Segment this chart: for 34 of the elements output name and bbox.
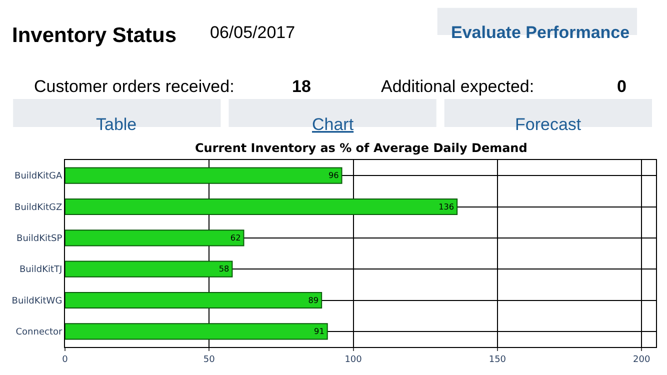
text: 0 (617, 77, 626, 96)
data-label: 136 (438, 201, 454, 212)
data-label: 96 (328, 170, 339, 180)
text: 18 (292, 77, 311, 96)
text: Additional expected: (381, 77, 534, 96)
x-tick-label: 0 (62, 354, 68, 365)
x-tick-label: 50 (203, 354, 216, 365)
data-label: 62 (230, 232, 241, 242)
text: Forecast (515, 115, 582, 134)
x-tick-label: 200 (632, 354, 650, 365)
bar (65, 260, 233, 278)
y-tick-label: BuildKitGA (14, 172, 64, 182)
chart-title: Current Inventory as % of Average Daily Demand (195, 141, 528, 155)
bar (65, 323, 328, 340)
y-tick-label: BuildKitWG (12, 296, 62, 306)
bar (65, 292, 322, 309)
text: 06/05/2017 (210, 23, 296, 42)
text: Evaluate Performance (451, 23, 630, 42)
bar (65, 167, 342, 184)
data-label: 89 (308, 294, 319, 305)
y-tick-label: BuildKitGZ (14, 202, 62, 213)
text: Table (96, 115, 137, 134)
x-tick-label: 150 (488, 354, 506, 365)
bar (65, 230, 244, 246)
bar (65, 198, 458, 216)
x-tick-label: 100 (344, 354, 362, 365)
y-tick-label: Connector (16, 328, 62, 338)
data-label: 58 (218, 264, 230, 274)
text: Customer orders received: (34, 77, 234, 96)
y-tick-label: BuildKitSP (16, 234, 63, 244)
text: Inventory Status (12, 24, 177, 47)
y-tick-label: BuildKitTJ (20, 265, 62, 276)
text: Chart (312, 115, 354, 134)
data-label: 91 (314, 326, 324, 336)
